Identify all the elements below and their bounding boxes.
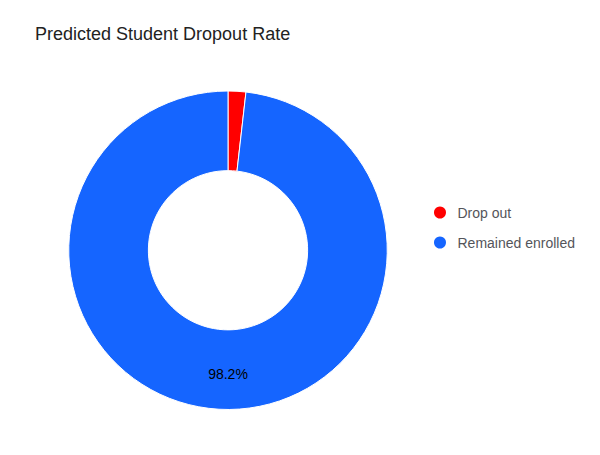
svg-text:98.2%: 98.2% [208,366,248,382]
svg-text:Predicted Student Dropout Rate: Predicted Student Dropout Rate [35,24,290,44]
svg-text:Remained enrolled: Remained enrolled [457,235,575,251]
svg-text:Drop out: Drop out [457,205,511,221]
